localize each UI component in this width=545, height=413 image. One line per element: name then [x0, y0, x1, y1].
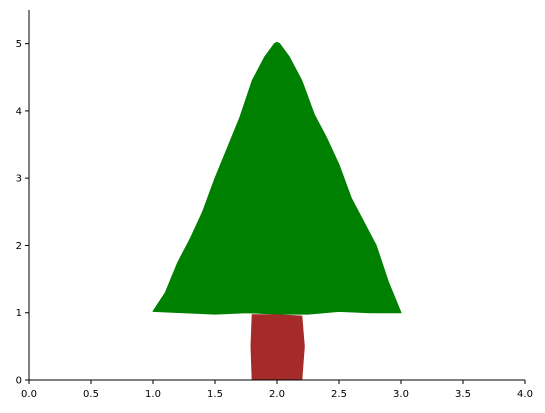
y-axis: 0 1 2 3 4 5	[16, 39, 29, 387]
x-tick-label: 1.0	[145, 389, 161, 400]
x-tick-label: 1.5	[207, 389, 223, 400]
x-tick-label: 3.5	[455, 389, 471, 400]
x-tick-label: 0.5	[83, 389, 99, 400]
y-tick-label: 5	[16, 39, 22, 50]
plot-area	[152, 41, 402, 381]
x-tick-label: 4.0	[517, 389, 533, 400]
x-tick-label: 2.5	[331, 389, 347, 400]
y-tick-label: 2	[16, 241, 22, 252]
tree-crown	[152, 41, 402, 315]
x-tick-label: 2.0	[269, 389, 285, 400]
y-tick-label: 0	[16, 376, 22, 387]
y-tick-label: 3	[16, 174, 22, 185]
y-tick-label: 4	[16, 106, 22, 117]
x-axis: 0.0 0.5 1.0 1.5 2.0 2.5 3.0 3.5 4.0	[21, 380, 533, 400]
y-tick-label: 1	[16, 308, 22, 319]
x-tick-label: 0.0	[21, 389, 37, 400]
tree-trunk	[250, 314, 305, 381]
x-tick-label: 3.0	[393, 389, 409, 400]
